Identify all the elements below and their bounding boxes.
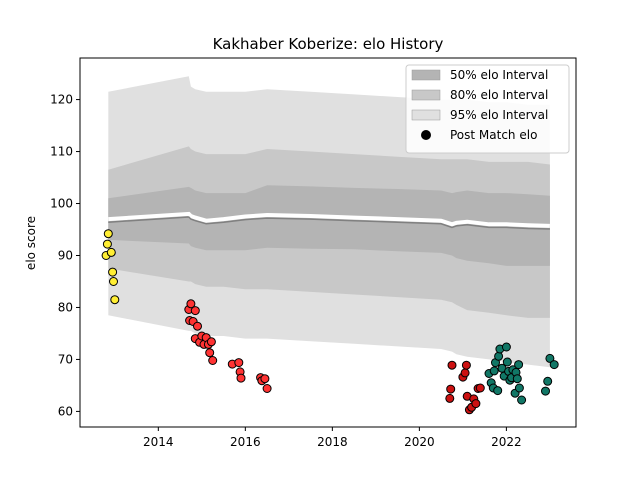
data-point [446, 384, 456, 394]
legend-label: Post Match elo [450, 128, 537, 142]
y-tick-label: 110 [50, 145, 73, 159]
legend-swatch [411, 109, 441, 121]
data-point [502, 357, 512, 367]
data-point [234, 358, 244, 368]
data-point [475, 383, 485, 393]
data-point [106, 247, 116, 257]
legend: 50% elo Interval 80% elo Interval 95% elo … [405, 64, 570, 154]
data-point [514, 383, 524, 393]
x-tick-label: 2020 [404, 435, 435, 449]
data-point [262, 384, 272, 393]
legend-label: 50% elo Interval [450, 68, 548, 82]
legend-label: 80% elo Interval [450, 88, 548, 102]
x-tick-label: 2014 [143, 435, 174, 449]
y-tick-label: 90 [58, 248, 73, 262]
data-point [514, 360, 524, 370]
center-line-halo [108, 211, 550, 228]
band-50 [108, 185, 550, 266]
y-tick-label: 120 [50, 93, 73, 107]
data-point [545, 353, 555, 363]
data-point [102, 239, 112, 249]
data-point [108, 267, 118, 277]
data-point [517, 395, 527, 405]
y-axis-label: elo score [24, 216, 38, 270]
legend-marker [421, 130, 431, 140]
data-point [494, 351, 504, 361]
data-point [186, 299, 196, 309]
center-line-group [108, 211, 550, 230]
x-tick-label: 2016 [230, 435, 261, 449]
data-point [103, 229, 113, 239]
data-point [109, 277, 118, 286]
data-point [543, 376, 553, 386]
data-point [110, 295, 120, 305]
data-point [501, 342, 511, 352]
data-point [205, 348, 215, 358]
data-point [445, 393, 455, 403]
data-point [512, 374, 522, 384]
data-point [193, 321, 202, 331]
chart-title: Kakhaber Koberize: elo History [213, 35, 444, 53]
legend-swatch [411, 89, 441, 101]
data-point [549, 360, 559, 370]
data-point [236, 373, 246, 383]
y-tick-label: 100 [50, 197, 73, 211]
x-tick-label: 2022 [491, 435, 522, 449]
data-point [489, 366, 499, 376]
post-match-points [101, 229, 559, 415]
data-point [447, 360, 457, 370]
y-tick-label: 60 [58, 404, 73, 418]
y-axis: 60 70 80 90 100 110 120 [50, 93, 80, 418]
legend-label: 95% elo Interval [450, 108, 548, 122]
y-tick-label: 80 [58, 300, 73, 314]
data-point [208, 356, 218, 365]
legend-swatch [411, 69, 441, 81]
legend-box [405, 64, 570, 154]
data-point [260, 374, 270, 384]
plot-frame [79, 57, 577, 428]
data-point [493, 386, 503, 396]
data-point [461, 360, 471, 370]
center-line [108, 216, 550, 230]
data-point [460, 368, 470, 378]
y-tick-label: 70 [58, 352, 73, 366]
data-point [471, 399, 481, 409]
x-tick-label: 2018 [317, 435, 348, 449]
data-point [190, 306, 200, 316]
data-point [541, 386, 550, 396]
x-axis: 2014 2016 2018 2020 2022 [143, 427, 522, 449]
data-point [206, 337, 216, 347]
